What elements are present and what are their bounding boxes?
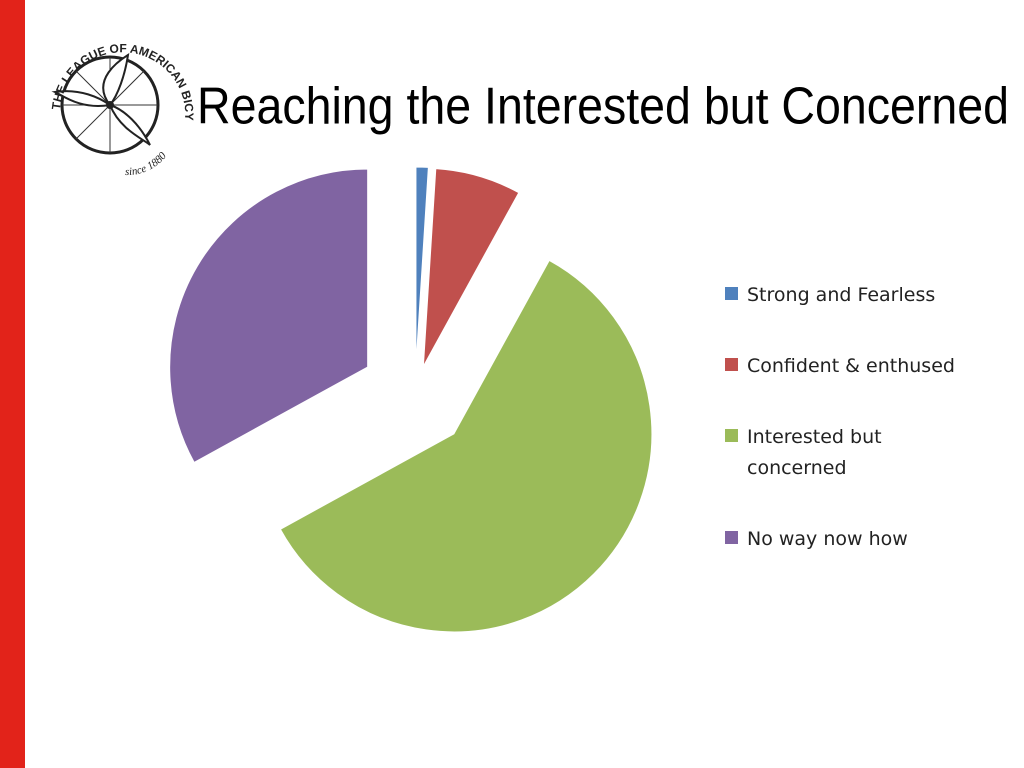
legend-label: Confident & enthused bbox=[747, 355, 955, 377]
chart-title: Reaching the Interested but Concerned bbox=[197, 78, 1009, 136]
pie-slice bbox=[415, 166, 429, 366]
logo: THE LEAGUE OF AMERICAN BICYCLISTS since … bbox=[0, 0, 196, 178]
logo-since: since 1880 bbox=[125, 150, 169, 178]
pie-slice bbox=[169, 168, 369, 464]
side-bar bbox=[0, 0, 25, 768]
logo-since-text: since 1880 bbox=[125, 150, 169, 178]
legend-item: Confident & enthused bbox=[725, 351, 962, 382]
logo-wings bbox=[51, 53, 151, 146]
legend-item: Strong and Fearless bbox=[725, 280, 962, 311]
legend-swatch bbox=[725, 531, 738, 544]
logo-hub bbox=[106, 101, 114, 109]
legend-swatch bbox=[725, 358, 738, 371]
pie-slice bbox=[422, 168, 520, 367]
legend-label: No way now how bbox=[747, 528, 908, 550]
legend: Strong and Fearless Confident & enthused I… bbox=[725, 280, 962, 595]
legend-swatch bbox=[725, 429, 738, 442]
pie bbox=[169, 166, 653, 633]
pie-slice bbox=[279, 259, 653, 633]
legend-label: Strong and Fearless bbox=[747, 284, 936, 306]
legend-item: Interested but concerned bbox=[725, 422, 962, 484]
legend-label: Interested but concerned bbox=[747, 426, 882, 479]
legend-item: No way now how bbox=[725, 524, 962, 555]
legend-swatch bbox=[725, 287, 738, 300]
